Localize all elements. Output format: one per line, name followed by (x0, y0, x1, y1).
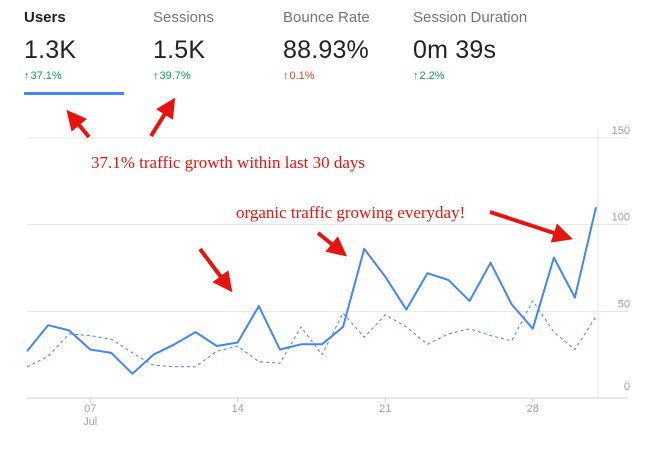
y-tick-label: 50 (618, 298, 630, 310)
arrow-up-icon: ↑ (24, 70, 30, 82)
chart-series (26, 207, 597, 375)
metric-session-duration-delta-value: 2.2% (419, 70, 445, 82)
x-tick-sublabel: Jul (83, 416, 97, 428)
y-tick-label: 100 (612, 212, 630, 224)
y-tick-label: 150 (612, 125, 630, 137)
arrow-up-icon: ↑ (283, 70, 289, 82)
y-axis: 0 50 100 150 (612, 125, 630, 393)
arrow-up-icon: ↑ (413, 70, 419, 82)
metric-bounce-rate-label: Bounce Rate (283, 9, 370, 26)
y-tick-label: 0 (624, 381, 630, 393)
annotation-arrows (66, 97, 573, 293)
annotation-arrow-day15 (198, 247, 233, 293)
annotation-arrow-sessions (149, 97, 176, 138)
metric-session-duration[interactable]: Session Duration 0m 39s ↑2.2% (413, 0, 543, 95)
metric-users-label: Users (24, 9, 66, 26)
users-series-line (26, 207, 597, 375)
comparison-series-line (26, 300, 597, 368)
metric-bounce-rate-delta: ↑0.1% (283, 70, 315, 82)
metric-bounce-rate-value: 88.93% (283, 36, 369, 64)
x-tick-label: 07 (84, 403, 96, 415)
metric-session-duration-label: Session Duration (413, 9, 528, 26)
metric-bounce-rate-delta-value: 0.1% (289, 70, 315, 82)
arrow-up-icon: ↑ (153, 70, 159, 82)
metric-sessions-value: 1.5K (153, 36, 206, 64)
annotation-arrow-day30 (489, 210, 573, 243)
x-tick-label: 28 (527, 403, 539, 415)
metric-users-delta: ↑37.1% (24, 70, 62, 82)
metric-bounce-rate[interactable]: Bounce Rate 88.93% ↑0.1% (283, 0, 393, 95)
metric-users-value: 1.3K (24, 36, 77, 64)
metric-sessions-delta-value: 39.7% (159, 70, 191, 82)
metric-users-delta-value: 37.1% (30, 70, 62, 82)
annotation-growth-text: 37.1% traffic growth within last 30 days (91, 153, 366, 172)
metric-session-duration-value: 0m 39s (413, 36, 497, 64)
metric-sessions-delta: ↑39.7% (153, 70, 191, 82)
x-tick-label: 14 (232, 403, 244, 415)
annotation-arrow-day20 (316, 231, 348, 257)
annotation-organic-text: organic traffic growing everyday! (236, 203, 466, 222)
metric-session-duration-delta: ↑2.2% (413, 70, 445, 82)
metric-sessions[interactable]: Sessions 1.5K ↑39.7% (153, 0, 263, 95)
annotation-arrow-users (66, 109, 91, 139)
x-tick-label: 21 (379, 403, 391, 415)
metrics-row: Users 1.3K ↑37.1% Sessions 1.5K ↑39.7% B… (0, 0, 653, 100)
metric-sessions-label: Sessions (153, 9, 214, 26)
metric-users[interactable]: Users 1.3K ↑37.1% (24, 0, 124, 95)
